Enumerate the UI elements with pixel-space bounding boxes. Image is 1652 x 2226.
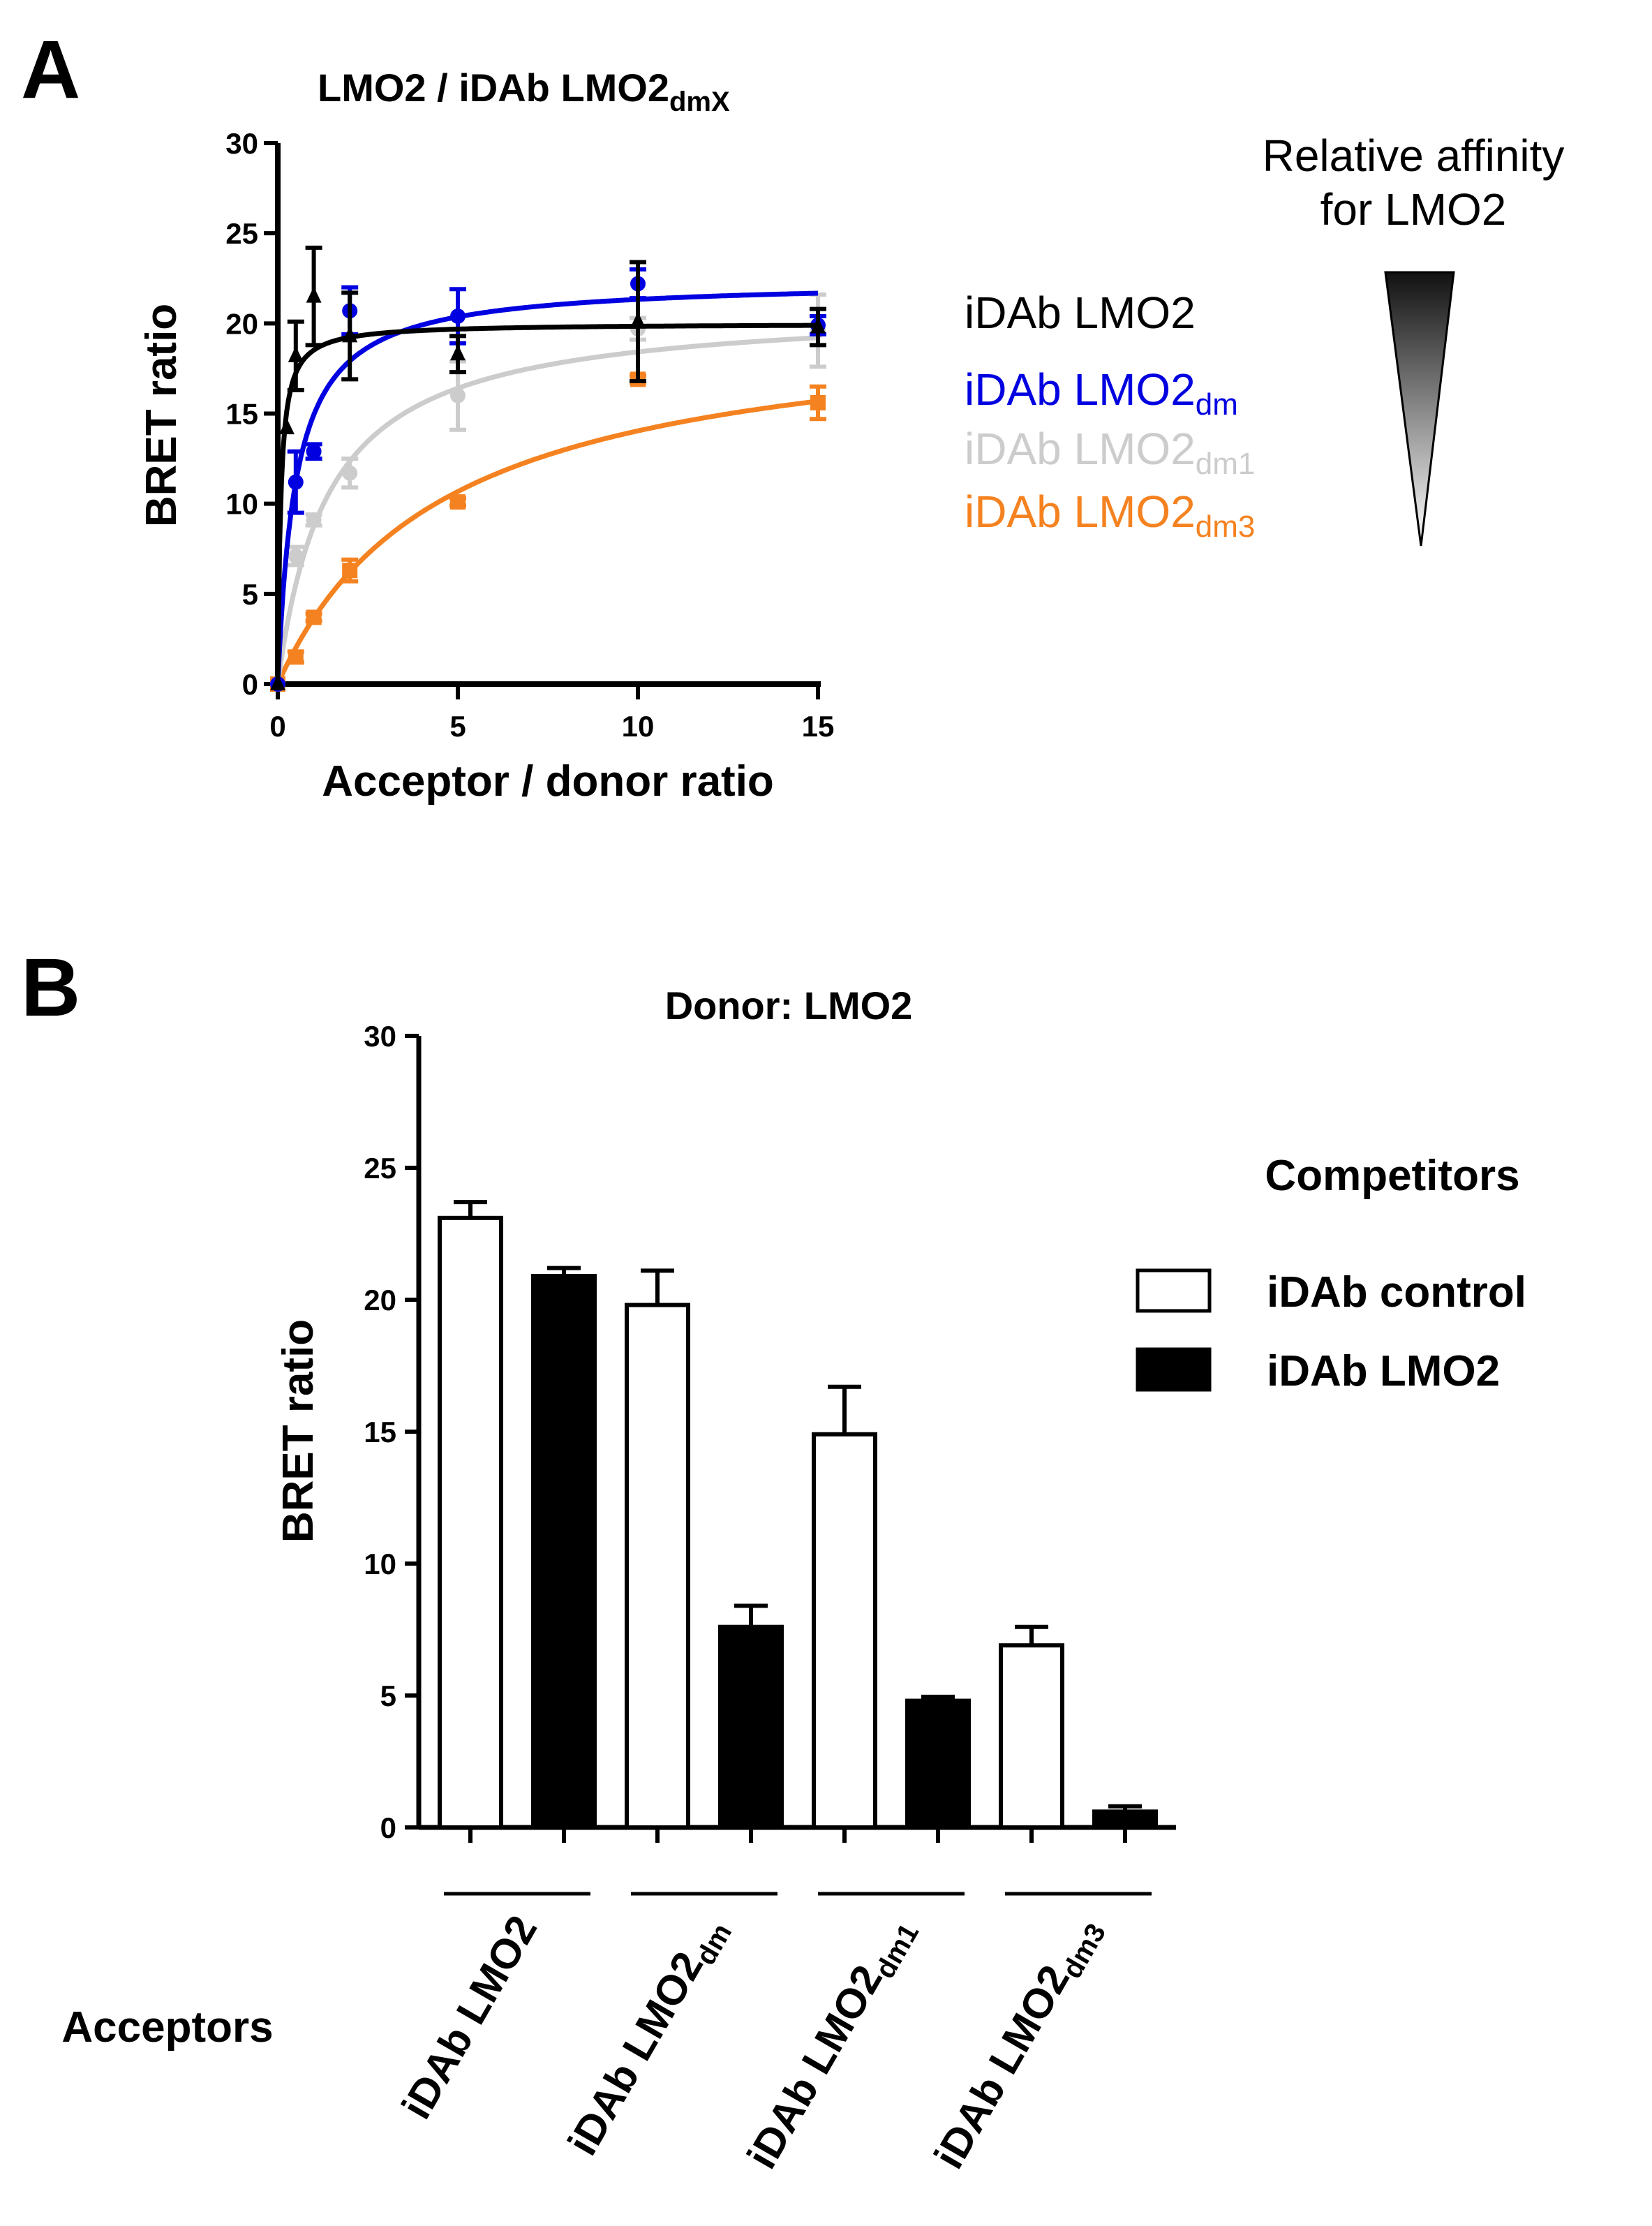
panel-b-title: Donor: LMO2 xyxy=(665,984,913,1027)
data-point xyxy=(288,649,304,665)
bar xyxy=(438,1215,503,1830)
panel-b-ytick-label: 10 xyxy=(364,1548,396,1580)
data-point xyxy=(342,326,358,343)
panel-b-ytick-label: 15 xyxy=(364,1416,396,1448)
fit-curve xyxy=(275,322,818,685)
panel-b-legend: iDAb control iDAb LMO2 xyxy=(1136,1268,1526,1395)
legend-swatch xyxy=(1136,1268,1212,1313)
panel-b-ytick-label: 0 xyxy=(380,1811,396,1844)
data-point xyxy=(288,474,304,490)
panel-b-ytick-label: 5 xyxy=(380,1679,396,1712)
bar xyxy=(905,1698,971,1830)
panel-a-ytick-label: 10 xyxy=(225,488,258,521)
panel-a-title-sub: dmX xyxy=(669,87,730,117)
legend-entry: iDAb LMO2dm3 xyxy=(965,487,1255,544)
panel-a-xlabel: Acceptor / donor ratio xyxy=(322,757,774,806)
panel-a-xtick-label: 10 xyxy=(622,710,655,743)
legend-swatch xyxy=(1136,1347,1212,1392)
panel-b-ytick-label: 25 xyxy=(364,1152,396,1185)
data-point xyxy=(288,548,304,564)
data-point xyxy=(270,674,285,690)
panel-a-ytick-label: 5 xyxy=(242,578,258,611)
data-point xyxy=(810,395,826,410)
bar xyxy=(718,1624,784,1830)
data-point xyxy=(306,286,322,303)
data-point xyxy=(450,344,466,361)
panel-b-xlabel: Acceptors xyxy=(61,2003,273,2051)
fit-curve xyxy=(275,290,819,685)
panel-a-title-main: LMO2 / iDAb LMO2 xyxy=(318,66,669,110)
category-label-main: iDAb LMO2 xyxy=(559,1944,713,2163)
legend-entry-sub: dm3 xyxy=(1196,510,1256,544)
panel-a-ytick-label: 30 xyxy=(225,127,258,160)
fit-curve xyxy=(275,399,819,685)
legend-label: iDAb control xyxy=(1267,1268,1526,1316)
legend-entry: iDAb LMO2 xyxy=(965,288,1196,338)
category-label: iDAb LMO2dm3 xyxy=(925,1908,1112,2179)
category-label: iDAb LMO2 xyxy=(393,1908,546,2127)
series-idab-lmo2dm xyxy=(270,267,826,692)
data-point xyxy=(630,311,646,328)
panel-a-xtick-label: 0 xyxy=(269,710,285,743)
data-point xyxy=(450,309,466,324)
panel-b-ytick-label: 20 xyxy=(364,1284,396,1316)
legend-entry-main: iDAb LMO2 xyxy=(965,288,1196,338)
series-idab-lmo2dm1 xyxy=(270,292,826,692)
panel-b-legend-title: Competitors xyxy=(1265,1152,1519,1200)
affinity-note-line1: Relative affinity xyxy=(1263,131,1565,181)
category-label-main: iDAb LMO2 xyxy=(738,1957,891,2176)
bar xyxy=(1092,1809,1158,1830)
data-point xyxy=(278,418,295,435)
panel-a-plot: 0 5 10 15 20 25 30 0 5 10 15 xyxy=(225,127,834,743)
bar xyxy=(999,1643,1064,1830)
data-point xyxy=(306,512,322,528)
data-point xyxy=(450,387,466,403)
legend-entry-main: iDAb LMO2 xyxy=(965,364,1196,415)
data-point xyxy=(342,465,358,481)
data-point xyxy=(810,317,826,334)
data-point xyxy=(288,346,304,362)
affinity-gradient-wedge-icon xyxy=(1384,271,1455,547)
panel-a-ylabel: BRET ratio xyxy=(137,304,186,527)
category-label-main: iDAb LMO2 xyxy=(925,1957,1078,2176)
panel-a-ytick-label: 0 xyxy=(242,668,258,701)
legend-label: iDAb LMO2 xyxy=(1267,1347,1500,1395)
category-label: iDAb LMO2dm1 xyxy=(738,1908,925,2179)
data-point xyxy=(450,494,466,510)
series-idab-lmo2 xyxy=(270,245,826,690)
legend-entry-sub: dm xyxy=(1196,387,1238,422)
legend-entry: iDAb LMO2dm xyxy=(965,364,1238,422)
category-label-main: iDAb LMO2 xyxy=(393,1908,546,2127)
legend-entry-main: iDAb LMO2 xyxy=(965,487,1196,537)
panel-a-xtick-label: 5 xyxy=(449,710,466,743)
panel-a-ytick-label: 25 xyxy=(225,217,258,250)
bar xyxy=(625,1303,690,1830)
legend-entry: iDAb LMO2dm1 xyxy=(965,424,1255,481)
panel-a-letter: A xyxy=(21,24,80,116)
series-idab-lmo2dm3 xyxy=(270,371,826,692)
panel-a-xtick-label: 15 xyxy=(802,710,835,743)
panel-a-title: LMO2 / iDAb LMO2dmX xyxy=(318,66,730,117)
category-label: iDAb LMO2dm xyxy=(559,1908,738,2165)
data-point xyxy=(306,609,322,625)
data-point xyxy=(306,443,322,459)
panel-b-ylabel: BRET ratio xyxy=(274,1319,322,1543)
fit-curve xyxy=(275,335,819,685)
legend-entry-main: iDAb LMO2 xyxy=(965,424,1196,474)
panel-a-ytick-label: 15 xyxy=(225,398,258,431)
data-point xyxy=(342,563,358,579)
bar xyxy=(812,1432,877,1830)
bar xyxy=(531,1273,597,1830)
panel-b-ytick-label: 30 xyxy=(364,1020,396,1053)
panel-a-ytick-label: 20 xyxy=(225,307,258,340)
panel-b-letter: B xyxy=(21,942,80,1034)
affinity-note-line2: for LMO2 xyxy=(1320,184,1507,235)
legend-entry-sub: dm1 xyxy=(1196,447,1256,481)
